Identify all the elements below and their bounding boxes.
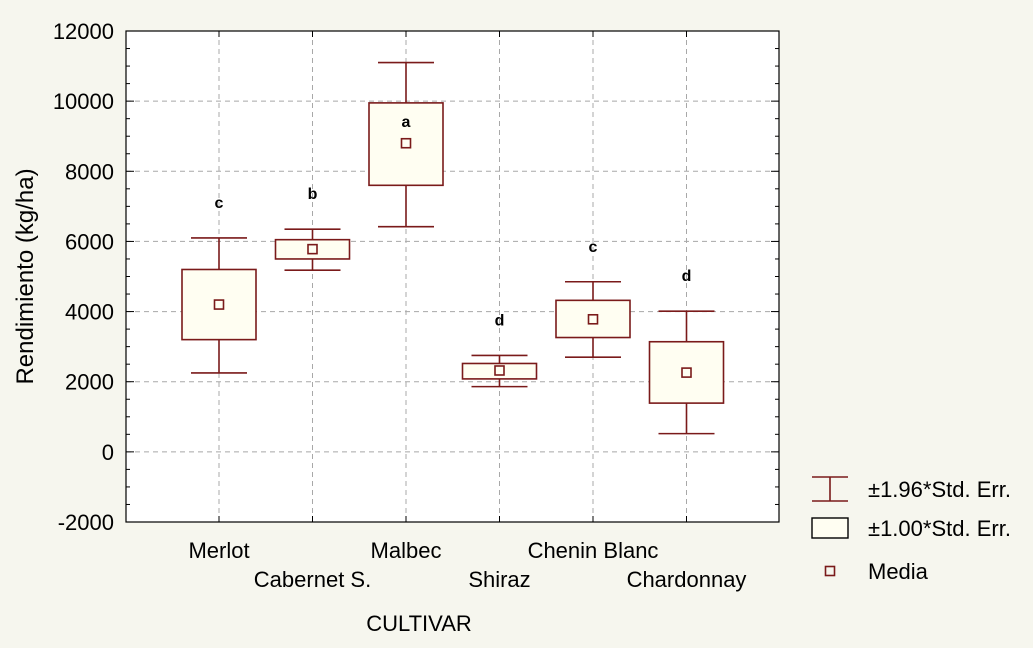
- y-tick-label: 12000: [53, 19, 114, 44]
- group-letter: c: [589, 239, 598, 256]
- group-letter: b: [308, 186, 318, 203]
- legend-label: ±1.96*Std. Err.: [868, 477, 1011, 502]
- group-letter: c: [215, 195, 224, 212]
- legend-box-icon: [811, 517, 849, 539]
- y-tick-label: 6000: [65, 229, 114, 254]
- se-box: [368, 102, 444, 187]
- x-tick-label: Chenin Blanc: [528, 538, 659, 563]
- legend-mean-icon: [824, 565, 836, 577]
- y-tick-label: 2000: [65, 370, 114, 395]
- mean-marker: [587, 313, 599, 325]
- mean-marker: [681, 367, 692, 378]
- x-tick-label: Shiraz: [468, 567, 530, 592]
- mean-marker: [307, 243, 318, 255]
- y-tick-label: -2000: [58, 510, 114, 535]
- legend-label: ±1.00*Std. Err.: [868, 516, 1011, 541]
- group-letter: d: [682, 268, 692, 285]
- plot-frame: [125, 30, 780, 523]
- se-box: [181, 268, 257, 341]
- x-tick-label: Malbec: [371, 538, 442, 563]
- se-box: [555, 299, 631, 339]
- group-letter: d: [495, 312, 505, 329]
- y-tick-label: 10000: [53, 89, 114, 114]
- mean-marker: [494, 365, 505, 376]
- mean-marker: [400, 137, 412, 149]
- se-box: [274, 238, 351, 260]
- y-tick-label: 4000: [65, 300, 114, 325]
- x-tick-label: Chardonnay: [627, 567, 747, 592]
- group-letter: a: [402, 114, 411, 131]
- mean-marker: [213, 299, 225, 310]
- x-tick-label: Merlot: [188, 538, 249, 563]
- se-box: [648, 340, 725, 404]
- se-box: [461, 362, 538, 380]
- y-tick-label: 0: [102, 440, 114, 465]
- x-tick-label: Cabernet S.: [254, 567, 371, 592]
- y-tick-label: 8000: [65, 159, 114, 184]
- x-axis-label: CULTIVAR: [366, 611, 472, 636]
- y-axis-label: Rendimiento (kg/ha): [12, 168, 39, 384]
- legend-label: Media: [868, 559, 929, 584]
